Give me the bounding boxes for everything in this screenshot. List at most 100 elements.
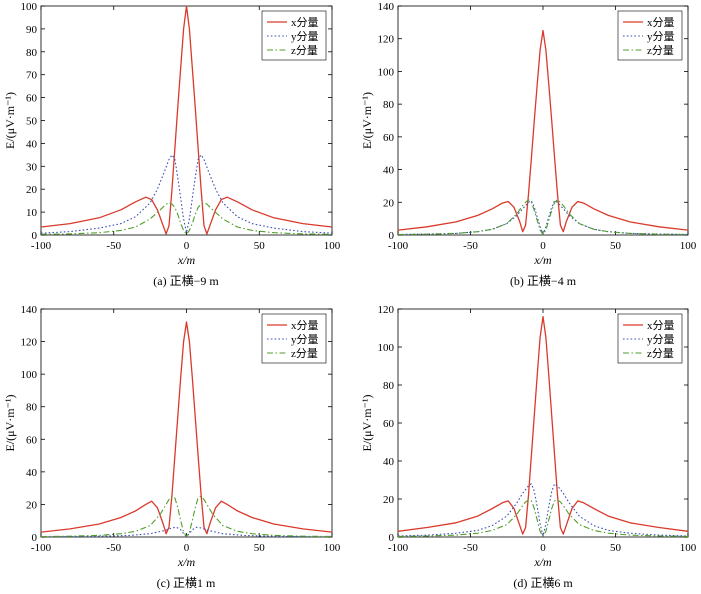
y-tick-label: 140: [378, 1, 395, 13]
x-tick-label: 0: [184, 240, 190, 252]
y-tick-label: 100: [378, 342, 395, 354]
x-tick-label: 100: [324, 240, 341, 252]
x-axis-label: x/m: [533, 555, 552, 569]
y-tick-label: 120: [378, 304, 395, 316]
y-axis-label: E/(μV·m⁻¹): [360, 394, 374, 451]
legend-box: [261, 313, 327, 364]
y-tick-label: 80: [26, 47, 38, 59]
y-tick-label: 40: [383, 456, 395, 468]
x-tick-label: 0: [184, 542, 190, 554]
series-line-x: [398, 315, 688, 535]
x-tick-label: 100: [680, 542, 697, 554]
y-tick-label: 120: [21, 337, 38, 349]
y-tick-label: 100: [21, 369, 38, 381]
series-line-x: [398, 29, 688, 233]
legend-label-y: y分量: [647, 30, 675, 43]
x-tick-label: -50: [106, 240, 121, 252]
legend-label-z: z分量: [291, 347, 318, 360]
y-tick-label: 100: [378, 66, 395, 78]
y-tick-label: 80: [383, 99, 395, 111]
y-tick-label: 20: [383, 494, 395, 506]
legend-label-x: x分量: [291, 16, 319, 29]
y-axis-label: E/(μV·m⁻¹): [3, 92, 17, 149]
panel-caption: (c) 正横1 m: [157, 576, 216, 590]
x-tick-label: 100: [324, 542, 341, 554]
y-tick-label: 0: [389, 230, 395, 242]
legend-label-x: x分量: [647, 16, 675, 29]
y-tick-label: 20: [26, 184, 38, 196]
y-tick-label: 70: [26, 70, 38, 82]
legend-label-z: z分量: [291, 44, 318, 57]
x-tick-label: 50: [610, 240, 622, 252]
legend-label-z: z分量: [647, 347, 674, 360]
series-line-y: [41, 154, 332, 234]
series-line-z: [398, 199, 688, 235]
x-tick-label: 50: [610, 542, 622, 554]
x-tick-label: 50: [254, 240, 266, 252]
x-tick-label: 0: [540, 542, 546, 554]
chart-panel-4: -100 -50 0 50 100 0 20 40 60 80 100 120 x/m E/(μV·m⁻¹…: [360, 304, 697, 590]
series-line-y: [398, 483, 688, 537]
legend-box: [617, 10, 683, 61]
panel-caption: (a) 正横−9 m: [153, 274, 219, 288]
y-tick-label: 40: [383, 165, 395, 177]
x-tick-label: -50: [463, 542, 478, 554]
panel-caption: (b) 正横−4 m: [510, 274, 577, 288]
x-axis-label: x/m: [533, 253, 552, 267]
y-tick-label: 40: [26, 138, 38, 150]
panel-caption: (d) 正横6 m: [513, 576, 573, 590]
y-tick-label: 120: [378, 34, 395, 46]
series-line-z: [41, 202, 332, 235]
y-tick-label: 60: [383, 418, 395, 430]
series-line-x: [41, 6, 332, 235]
y-tick-label: 60: [26, 434, 38, 446]
y-tick-label: 80: [26, 402, 38, 414]
x-tick-label: -100: [31, 542, 52, 554]
x-tick-label: 50: [254, 542, 266, 554]
x-tick-label: -50: [463, 240, 478, 252]
x-tick-label: -100: [388, 542, 409, 554]
series-line-y: [398, 200, 688, 235]
y-tick-label: 20: [26, 499, 38, 511]
y-axis-label: E/(μV·m⁻¹): [3, 394, 17, 451]
y-tick-label: 80: [383, 380, 395, 392]
y-tick-label: 40: [26, 467, 38, 479]
series-line-y: [41, 526, 332, 537]
y-tick-label: 0: [32, 532, 38, 544]
legend-label-y: y分量: [291, 30, 319, 43]
legend-box: [617, 313, 683, 364]
series-line-z: [398, 499, 688, 537]
y-tick-label: 30: [26, 161, 38, 173]
chart-panel-2: -100 -50 0 50 100 0 20 40 60 80 100 120 140 x/m E/(μV·…: [360, 1, 697, 288]
y-tick-label: 90: [26, 24, 38, 36]
chart-panel-1: -100 -50 0 50 100 0 10 20 30 40 50 60 70 80 90 100 x/m E/…: [3, 1, 341, 288]
x-tick-label: 0: [540, 240, 546, 252]
y-tick-label: 20: [383, 197, 395, 209]
x-axis-label: x/m: [177, 253, 196, 267]
legend-label-z: z分量: [647, 44, 674, 57]
series-line-x: [41, 321, 332, 535]
chart-panel-3: -100 -50 0 50 100 0 20 40 60 80 100 120 140 x/m E/(μV·…: [3, 304, 341, 590]
y-axis-label: E/(μV·m⁻¹): [360, 92, 374, 149]
y-tick-label: 100: [21, 1, 38, 13]
x-tick-label: -100: [31, 240, 52, 252]
y-tick-label: 0: [389, 532, 395, 544]
y-tick-label: 140: [21, 304, 38, 316]
y-tick-label: 60: [383, 132, 395, 144]
legend-label-y: y分量: [291, 333, 319, 346]
x-tick-label: -50: [106, 542, 121, 554]
y-tick-label: 60: [26, 93, 38, 105]
y-tick-label: 0: [32, 230, 38, 242]
x-tick-label: -100: [388, 240, 409, 252]
legend-label-y: y分量: [647, 333, 675, 346]
legend-label-x: x分量: [291, 319, 319, 332]
y-tick-label: 10: [26, 207, 38, 219]
legend-box: [261, 10, 327, 61]
y-tick-label: 50: [26, 116, 38, 128]
